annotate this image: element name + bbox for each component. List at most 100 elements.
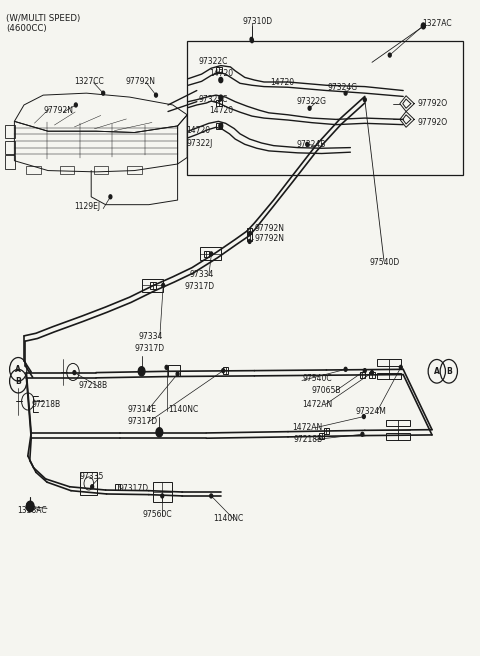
Circle shape	[222, 369, 225, 373]
Text: 97322C: 97322C	[199, 56, 228, 66]
Text: 97792N: 97792N	[254, 224, 284, 234]
Bar	[216, 100, 222, 106]
Circle shape	[219, 77, 223, 83]
Circle shape	[219, 95, 223, 100]
Bar	[127, 166, 142, 174]
Bar	[60, 166, 74, 174]
Text: 97560C: 97560C	[142, 510, 172, 520]
Circle shape	[109, 195, 112, 199]
Circle shape	[388, 53, 391, 57]
Bar	[386, 420, 410, 426]
Circle shape	[29, 504, 32, 508]
Text: 1338AC: 1338AC	[17, 506, 47, 515]
Text: A: A	[434, 367, 440, 376]
Text: 1472AN: 1472AN	[302, 400, 333, 409]
Circle shape	[102, 91, 105, 95]
Text: 97792N: 97792N	[254, 234, 284, 243]
Text: 1129EJ: 1129EJ	[74, 202, 100, 211]
Text: 97317D: 97317D	[185, 282, 215, 291]
Circle shape	[73, 371, 76, 375]
Circle shape	[399, 365, 402, 369]
Bar	[324, 428, 329, 434]
Text: 1327CC: 1327CC	[74, 77, 104, 86]
Text: 97218B: 97218B	[294, 435, 323, 444]
Bar	[377, 373, 401, 379]
Bar	[204, 251, 209, 257]
Circle shape	[26, 501, 34, 512]
Circle shape	[421, 23, 425, 28]
Text: 97317D: 97317D	[118, 483, 148, 493]
Circle shape	[362, 415, 365, 419]
Text: 97322J: 97322J	[186, 139, 213, 148]
Text: 97792O: 97792O	[418, 99, 448, 108]
Circle shape	[161, 494, 164, 498]
Bar	[247, 234, 252, 241]
Text: B: B	[446, 367, 452, 376]
Text: 97322G: 97322G	[296, 97, 326, 106]
Text: 97792N: 97792N	[126, 77, 156, 86]
Text: 97065B: 97065B	[311, 386, 340, 396]
Circle shape	[138, 367, 145, 376]
Bar	[319, 433, 324, 440]
Bar	[223, 367, 228, 374]
Circle shape	[363, 369, 366, 373]
Circle shape	[248, 239, 251, 243]
Text: 97540D: 97540D	[370, 258, 400, 267]
Text: 97218B: 97218B	[32, 400, 61, 409]
Circle shape	[248, 232, 251, 236]
Circle shape	[26, 502, 33, 511]
Text: 97317D: 97317D	[127, 417, 157, 426]
Text: 14720: 14720	[270, 78, 294, 87]
Bar	[5, 125, 15, 138]
Circle shape	[74, 103, 77, 107]
Bar	[216, 67, 222, 73]
Text: A: A	[15, 365, 21, 374]
Bar	[80, 472, 97, 495]
Circle shape	[306, 142, 309, 146]
Text: 1472AN: 1472AN	[292, 423, 322, 432]
Bar	[150, 282, 156, 289]
Bar	[94, 166, 108, 174]
Circle shape	[344, 367, 347, 371]
Bar	[26, 166, 41, 174]
Bar	[142, 279, 163, 292]
Bar	[153, 482, 172, 502]
Text: 1140NC: 1140NC	[214, 514, 244, 523]
Bar	[5, 155, 15, 169]
Text: 97314E: 97314E	[127, 405, 156, 414]
Bar	[360, 372, 365, 379]
Text: 97310D: 97310D	[242, 17, 273, 26]
Bar	[247, 228, 252, 234]
Circle shape	[162, 283, 165, 287]
Text: 97324B: 97324B	[296, 140, 325, 150]
Text: (W/MULTI SPEED): (W/MULTI SPEED)	[6, 14, 80, 24]
Bar	[377, 359, 401, 366]
Bar	[216, 123, 222, 129]
Text: (4600CC): (4600CC)	[6, 24, 47, 33]
Text: 97792N: 97792N	[43, 106, 73, 115]
Circle shape	[308, 106, 311, 110]
Text: 97334: 97334	[190, 270, 214, 279]
Circle shape	[210, 252, 213, 256]
Bar	[115, 483, 120, 490]
Text: 97324M: 97324M	[355, 407, 386, 416]
Circle shape	[176, 372, 179, 376]
Bar	[200, 247, 221, 260]
Text: 14720: 14720	[209, 106, 233, 115]
Text: 97218B: 97218B	[78, 381, 108, 390]
Text: 14720: 14720	[186, 126, 210, 135]
Bar	[386, 433, 410, 440]
Circle shape	[155, 93, 157, 97]
Text: 97540C: 97540C	[302, 374, 332, 383]
Circle shape	[91, 485, 94, 489]
Circle shape	[219, 123, 223, 129]
Text: 1327AC: 1327AC	[422, 19, 452, 28]
Bar	[5, 141, 15, 154]
Circle shape	[210, 494, 213, 498]
Circle shape	[250, 37, 253, 41]
Text: 97334: 97334	[138, 332, 163, 341]
Circle shape	[421, 24, 425, 29]
Text: 97792O: 97792O	[418, 118, 448, 127]
Circle shape	[251, 39, 253, 43]
Circle shape	[344, 91, 347, 95]
